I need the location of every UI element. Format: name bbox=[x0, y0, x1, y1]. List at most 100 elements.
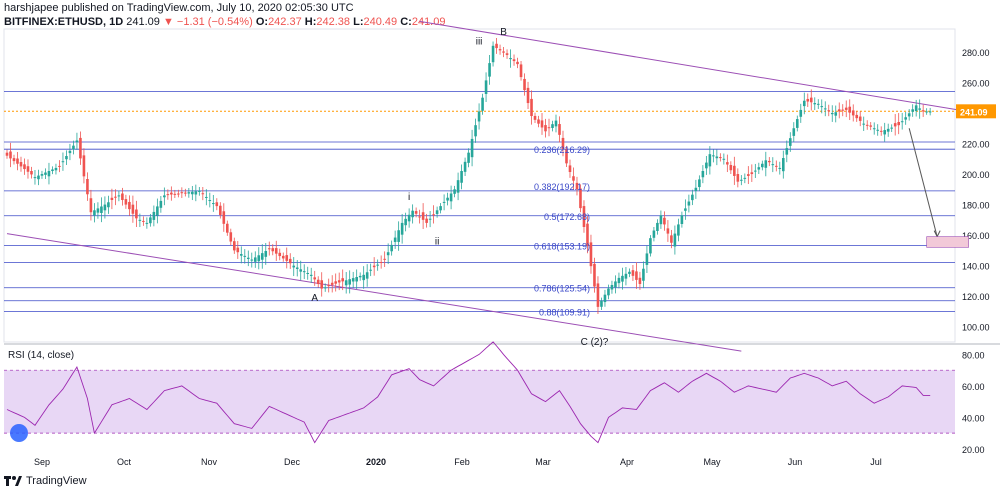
candle-body bbox=[565, 149, 568, 164]
candle-body bbox=[12, 158, 16, 162]
candle-body bbox=[705, 162, 708, 169]
x-axis-tick-label: Oct bbox=[117, 457, 132, 467]
candle-body bbox=[757, 167, 761, 170]
symbol-ohlc-line: BITFINEX:ETHUSD, 1D 241.09 ▼ −1.31 (−0.5… bbox=[4, 16, 445, 28]
wave-label: iii bbox=[476, 36, 483, 47]
price-pane-frame bbox=[3, 28, 956, 343]
candle-body bbox=[159, 200, 163, 208]
candle-body bbox=[844, 107, 848, 110]
candle-body bbox=[775, 165, 778, 167]
candle-body bbox=[691, 194, 694, 201]
candle-body bbox=[624, 273, 628, 279]
projection-arrow bbox=[908, 128, 938, 237]
candle-body bbox=[152, 211, 156, 220]
candle-body bbox=[75, 140, 79, 143]
candle-body bbox=[614, 281, 617, 288]
candle-body bbox=[638, 277, 642, 284]
candle-body bbox=[369, 269, 372, 271]
brand-name: TradingView bbox=[26, 475, 87, 487]
tradingview-logo-icon bbox=[4, 476, 22, 486]
channel-upper-line bbox=[419, 20, 987, 115]
projection-arrow-head-icon bbox=[933, 230, 941, 238]
candle-body bbox=[23, 164, 26, 170]
candle-body bbox=[617, 277, 621, 284]
fib-level-label: 0.786(125.54) bbox=[534, 284, 590, 294]
candle-body bbox=[453, 189, 456, 194]
candle-body bbox=[365, 272, 369, 279]
candle-body bbox=[372, 265, 376, 268]
candle-body bbox=[397, 230, 400, 242]
candle-body bbox=[516, 61, 519, 65]
candle-body bbox=[788, 138, 792, 146]
candle-body bbox=[848, 106, 852, 113]
candle-body bbox=[124, 199, 128, 205]
candle-body bbox=[96, 208, 100, 213]
candle-body bbox=[823, 108, 827, 110]
candle-body bbox=[680, 215, 684, 225]
wave-label: B bbox=[500, 27, 507, 38]
rsi-tick-label: 40.00 bbox=[962, 413, 985, 423]
price-tick-label: 180.00 bbox=[962, 201, 990, 211]
candle-body bbox=[698, 179, 701, 188]
candle-body bbox=[442, 201, 446, 203]
candle-body bbox=[736, 174, 740, 182]
candle-body bbox=[925, 111, 928, 113]
candle-body bbox=[288, 258, 292, 264]
candle-body bbox=[135, 209, 138, 219]
candle-body bbox=[820, 106, 824, 108]
candle-body bbox=[771, 164, 775, 166]
candle-body bbox=[281, 255, 285, 259]
candle-body bbox=[145, 222, 149, 224]
candle-body bbox=[635, 271, 638, 280]
candle-body bbox=[425, 218, 428, 223]
candle-body bbox=[918, 108, 921, 110]
candle-body bbox=[519, 64, 523, 78]
candle-body bbox=[512, 59, 516, 62]
fib-level-label: 0.236(216.29) bbox=[534, 145, 590, 155]
candle-body bbox=[47, 170, 51, 177]
candle-body bbox=[40, 174, 44, 176]
candle-body bbox=[264, 251, 268, 257]
candle-body bbox=[900, 121, 904, 123]
candle-body bbox=[407, 214, 411, 222]
candle-body bbox=[589, 242, 593, 267]
last-price-badge-label: 241.09 bbox=[960, 107, 988, 117]
candle-body bbox=[488, 63, 491, 77]
candle-body bbox=[554, 120, 558, 127]
x-axis-tick-label: Sep bbox=[34, 457, 50, 467]
candle-body bbox=[652, 230, 656, 238]
candle-body bbox=[86, 178, 89, 195]
tradingview-brand: TradingView bbox=[4, 475, 87, 487]
candle-body bbox=[404, 218, 407, 226]
candle-body bbox=[205, 196, 208, 198]
candle-body bbox=[194, 191, 198, 195]
candle-body bbox=[65, 156, 68, 160]
candle-body bbox=[575, 182, 579, 190]
candle-body bbox=[747, 174, 750, 176]
candle-body bbox=[341, 278, 344, 282]
wave-label: i bbox=[408, 192, 410, 203]
rsi-tick-label: 20.00 bbox=[962, 445, 985, 455]
candle-body bbox=[719, 157, 722, 159]
candle-body bbox=[670, 235, 673, 243]
candle-body bbox=[600, 300, 603, 307]
candle-body bbox=[250, 259, 254, 261]
candle-body bbox=[257, 255, 261, 262]
candle-body bbox=[103, 204, 107, 211]
candle-body bbox=[530, 98, 533, 117]
candle-body bbox=[386, 252, 390, 256]
candle-body bbox=[79, 137, 82, 159]
candle-body bbox=[229, 232, 233, 242]
rsi-tick-label: 80.00 bbox=[962, 350, 985, 360]
candle-body bbox=[872, 128, 876, 130]
candle-body bbox=[897, 121, 900, 126]
candle-body bbox=[89, 198, 93, 213]
candle-body bbox=[593, 263, 596, 287]
close-label: C: bbox=[400, 16, 412, 28]
candle-body bbox=[858, 116, 862, 121]
candle-body bbox=[302, 271, 306, 273]
candle-body bbox=[253, 257, 257, 262]
rsi-band bbox=[4, 370, 955, 434]
candle-body bbox=[890, 127, 893, 129]
